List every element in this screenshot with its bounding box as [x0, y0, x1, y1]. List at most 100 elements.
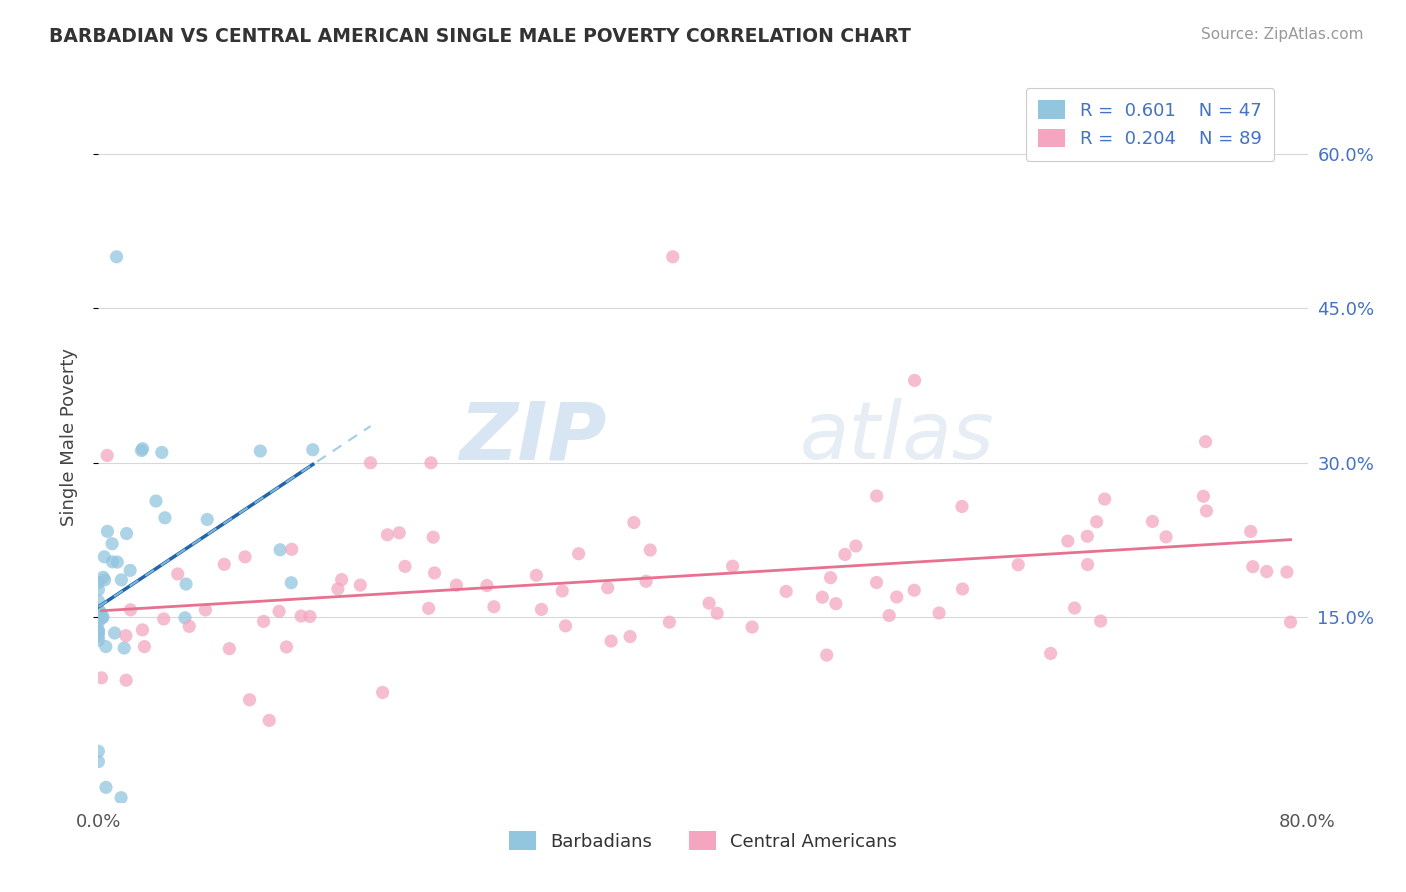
Point	[152, 612, 174, 626]
Point	[1039, 647, 1062, 661]
Text: BARBADIAN VS CENTRAL AMERICAN SINGLE MALE POVERTY CORRELATION CHART: BARBADIAN VS CENTRAL AMERICAN SINGLE MAL…	[49, 27, 911, 45]
Point	[815, 648, 838, 662]
Point	[865, 575, 887, 590]
Point	[276, 640, 298, 654]
Point	[820, 571, 842, 585]
Point	[87, 744, 110, 758]
Point	[269, 542, 291, 557]
Point	[89, 605, 111, 619]
Point	[554, 619, 576, 633]
Point	[886, 590, 908, 604]
Point	[104, 626, 127, 640]
Point	[87, 613, 110, 627]
Text: atlas: atlas	[800, 398, 994, 476]
Point	[1279, 615, 1302, 629]
Point	[101, 555, 124, 569]
Point	[551, 583, 574, 598]
Point	[87, 625, 110, 640]
Point	[530, 602, 553, 616]
Point	[91, 611, 114, 625]
Point	[866, 489, 889, 503]
Point	[290, 609, 312, 624]
Point	[115, 673, 138, 688]
Point	[1195, 504, 1218, 518]
Point	[330, 573, 353, 587]
Point	[166, 566, 188, 581]
Point	[87, 624, 110, 639]
Point	[298, 609, 321, 624]
Point	[153, 510, 176, 524]
Point	[526, 568, 548, 582]
Point	[93, 573, 115, 587]
Point	[87, 633, 110, 648]
Point	[194, 603, 217, 617]
Point	[87, 755, 110, 769]
Point	[1256, 565, 1278, 579]
Point	[1241, 559, 1264, 574]
Point	[87, 630, 110, 644]
Point	[1154, 530, 1177, 544]
Point	[280, 542, 302, 557]
Point	[326, 582, 349, 596]
Point	[1240, 524, 1263, 539]
Point	[394, 559, 416, 574]
Point	[1056, 534, 1078, 549]
Point	[446, 578, 468, 592]
Point	[420, 456, 443, 470]
Point	[145, 494, 167, 508]
Point	[1275, 565, 1298, 579]
Point	[115, 629, 138, 643]
Point	[195, 512, 218, 526]
Point	[94, 640, 117, 654]
Point	[568, 547, 591, 561]
Point	[115, 526, 138, 541]
Point	[87, 575, 110, 590]
Point	[87, 615, 110, 630]
Point	[89, 609, 111, 624]
Point	[845, 539, 868, 553]
Point	[120, 563, 142, 577]
Point	[301, 442, 323, 457]
Point	[1142, 515, 1164, 529]
Point	[371, 685, 394, 699]
Point	[903, 583, 925, 598]
Point	[1077, 558, 1099, 572]
Point	[239, 693, 262, 707]
Point	[619, 630, 641, 644]
Point	[834, 548, 856, 562]
Point	[249, 444, 271, 458]
Point	[112, 640, 135, 655]
Point	[824, 597, 846, 611]
Point	[134, 640, 156, 654]
Point	[110, 573, 132, 587]
Point	[623, 516, 645, 530]
Point	[257, 714, 280, 728]
Point	[91, 570, 114, 584]
Point	[233, 549, 256, 564]
Point	[482, 599, 505, 614]
Point	[105, 250, 128, 264]
Point	[91, 609, 114, 624]
Point	[1063, 601, 1085, 615]
Point	[87, 603, 110, 617]
Point	[267, 604, 290, 618]
Point	[721, 559, 744, 574]
Text: ZIP: ZIP	[458, 398, 606, 476]
Point	[596, 581, 619, 595]
Point	[952, 582, 974, 596]
Point	[475, 578, 498, 592]
Point	[174, 577, 197, 591]
Point	[1007, 558, 1029, 572]
Point	[1085, 515, 1108, 529]
Point	[96, 524, 118, 539]
Point	[423, 566, 446, 580]
Point	[638, 543, 661, 558]
Point	[280, 575, 302, 590]
Point	[811, 591, 834, 605]
Point	[120, 603, 142, 617]
Point	[96, 449, 118, 463]
Point	[418, 601, 440, 615]
Point	[697, 596, 720, 610]
Point	[179, 619, 201, 633]
Point	[600, 634, 623, 648]
